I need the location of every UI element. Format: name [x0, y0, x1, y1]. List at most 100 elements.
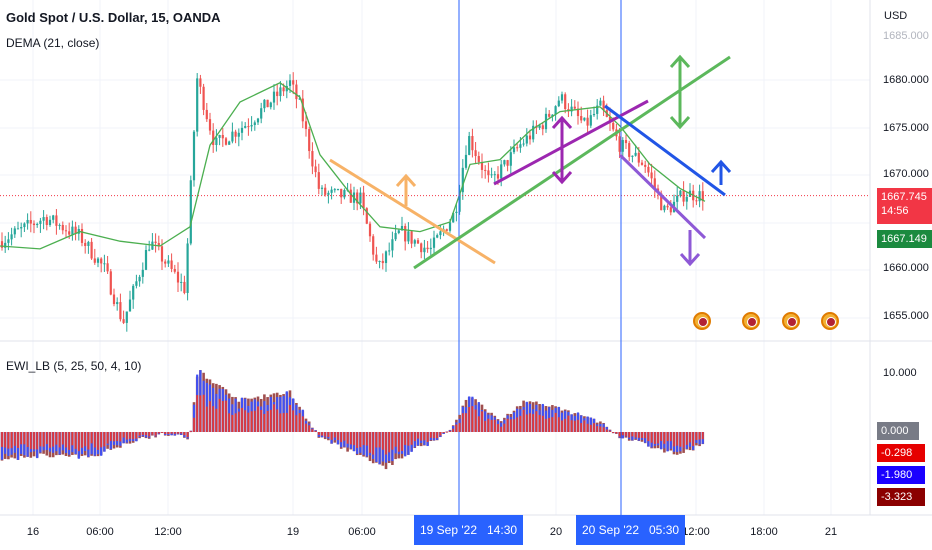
ewi-bar [701, 432, 704, 440]
candle-body [215, 137, 218, 146]
x-tick: 20 [549, 526, 563, 538]
candle-body [128, 299, 132, 312]
ewi-bar [305, 423, 307, 432]
ewi-bar [570, 420, 573, 432]
candle-body [80, 228, 84, 243]
ewi-bar [641, 432, 643, 439]
ewi-bar [209, 401, 211, 432]
ewi-bar [202, 394, 205, 432]
candle-body [468, 136, 471, 155]
ewi-bar [522, 409, 525, 432]
candle-body [564, 94, 567, 110]
candle-body [416, 240, 420, 244]
candle-body [173, 268, 176, 272]
candle-body [10, 234, 13, 240]
ewi-bar [353, 432, 355, 446]
ewi-bar [423, 432, 426, 441]
candle-body [500, 164, 503, 179]
candle-body [621, 140, 624, 152]
candle-body [653, 178, 656, 189]
candle-body [330, 189, 333, 193]
candle-body [4, 242, 7, 248]
ewi-bar [228, 413, 231, 432]
ewi-bar [567, 415, 570, 432]
candle-body [407, 231, 410, 242]
candle-body [506, 160, 509, 166]
candle-body [560, 94, 564, 101]
candle-body [55, 215, 58, 226]
ewi-bar [145, 432, 147, 436]
candle-body [205, 109, 208, 120]
ewi-bar [151, 432, 154, 435]
candle-body [695, 200, 698, 202]
arrow-icon [395, 173, 417, 188]
us-flag-event-icon[interactable] [693, 312, 711, 330]
candle-body [685, 196, 688, 202]
ewi-bar [586, 423, 589, 432]
ewi-indicator-label[interactable]: EWI_LB (5, 25, 50, 4, 10) [6, 359, 142, 373]
candle-body [0, 241, 4, 248]
arrow-icon [669, 115, 691, 130]
ewi-bar [378, 432, 381, 448]
ewi-bar [36, 432, 39, 450]
candle-body [618, 136, 621, 152]
ewi-bar [244, 410, 247, 432]
trend-line-violet [618, 153, 707, 240]
us-flag-event-icon[interactable] [821, 312, 839, 330]
sub-value-badge: -0.298 [877, 444, 925, 462]
ewi-bar [404, 432, 407, 445]
dema-indicator-label[interactable]: DEMA (21, close) [6, 36, 100, 50]
ewi-bar [417, 432, 419, 439]
candle-body [224, 138, 228, 145]
ewi-bar [196, 395, 199, 432]
ewi-bar [589, 417, 592, 432]
ewi-bar [100, 432, 103, 448]
ewi-bar [23, 432, 26, 445]
ewi-bar [167, 432, 170, 435]
candle-body [599, 100, 602, 106]
candle-body [304, 121, 308, 130]
candle-body [272, 91, 276, 103]
candle-body [320, 187, 324, 189]
ewi-bar [1, 432, 3, 447]
ewi-bar [634, 432, 637, 438]
candle-body [487, 170, 490, 176]
ewi-bar [599, 426, 602, 432]
ewi-bar [301, 416, 304, 432]
ewi-bar [231, 415, 234, 432]
ewi-bar [410, 432, 413, 445]
candle-body [269, 102, 272, 108]
candle-body [106, 263, 109, 272]
us-flag-event-icon[interactable] [782, 312, 800, 330]
candle-body [68, 231, 71, 235]
ewi-bar [650, 432, 653, 443]
candle-body [343, 190, 346, 198]
ewi-bar [503, 423, 506, 432]
candle-body [676, 195, 679, 202]
ewi-bar [657, 432, 659, 444]
x-tick: 16 [26, 526, 40, 538]
ewi-bar [625, 432, 627, 436]
candle-body [93, 258, 96, 263]
candle-body [263, 99, 266, 109]
candle-body [148, 249, 151, 251]
ewi-bar [97, 432, 99, 450]
ewi-bar [372, 432, 375, 455]
candle-body [397, 230, 400, 234]
us-flag-event-icon[interactable] [742, 312, 760, 330]
ewi-bar [605, 429, 608, 432]
ewi-bar [129, 432, 131, 439]
candle-body [23, 223, 26, 228]
ewi-bar [525, 414, 528, 432]
ewi-bar [381, 432, 384, 450]
candle-body [183, 281, 186, 293]
ewi-bar [497, 424, 499, 432]
candle-body [176, 271, 180, 283]
candle-body [509, 152, 512, 166]
ewi-bar [52, 432, 55, 447]
y-tick: 1660.000 [883, 262, 929, 274]
candle-body [61, 224, 64, 231]
ewi-bar [573, 420, 576, 432]
candle-body [39, 220, 42, 224]
